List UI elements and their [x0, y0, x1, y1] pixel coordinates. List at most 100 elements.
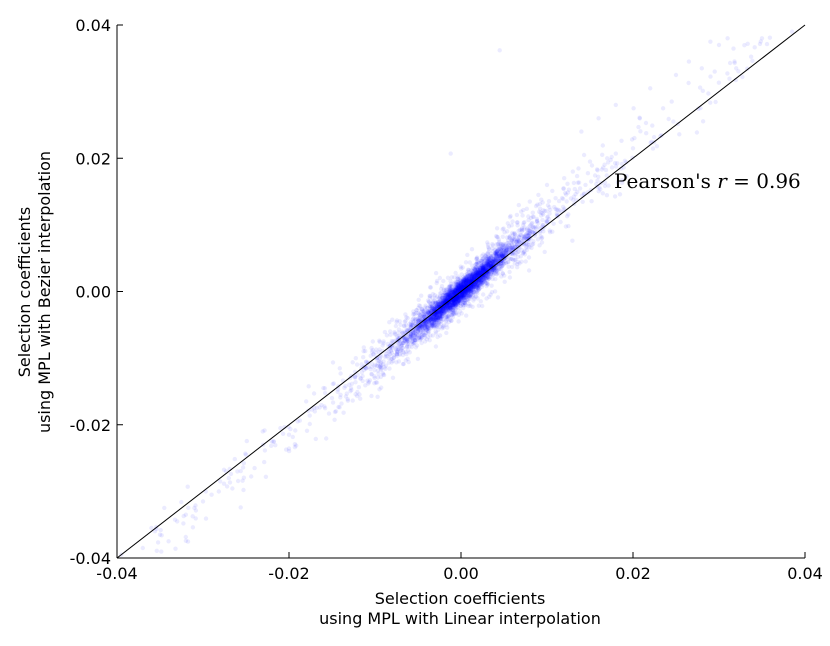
scatter-point [462, 280, 467, 285]
scatter-point [437, 299, 442, 305]
scatter-point [485, 262, 491, 267]
scatter-point [481, 256, 486, 261]
scatter-point [521, 234, 526, 240]
scatter-point [435, 304, 440, 309]
y-tick-label: -0.02 [70, 416, 111, 435]
scatter-point [562, 176, 567, 181]
scatter-point [550, 229, 555, 234]
scatter-point [435, 301, 441, 307]
scatter-point [431, 320, 437, 325]
scatter-point [224, 484, 230, 489]
scatter-point [484, 277, 490, 283]
scatter-point [448, 290, 454, 296]
scatter-point [456, 295, 462, 300]
scatter-point [461, 279, 466, 284]
scatter-point [519, 209, 524, 214]
scatter-point [490, 270, 495, 275]
scatter-point [461, 283, 467, 288]
scatter-point [453, 270, 458, 276]
scatter-point [440, 313, 445, 318]
scatter-point [426, 315, 431, 320]
scatter-point [474, 283, 480, 288]
scatter-point [441, 306, 446, 312]
scatter-point [524, 206, 529, 211]
scatter-point [166, 539, 171, 544]
scatter-point [459, 282, 464, 288]
scatter-point [462, 285, 468, 290]
scatter-point [501, 250, 506, 255]
scatter-point [420, 328, 426, 333]
scatter-point [452, 289, 457, 294]
scatter-point [468, 278, 474, 284]
scatter-point [465, 252, 470, 258]
scatter-point [473, 273, 478, 278]
scatter-point [415, 356, 421, 362]
scatter-point [481, 292, 486, 297]
scatter-point [414, 308, 419, 313]
scatter-point [190, 525, 196, 530]
scatter-point [449, 313, 454, 318]
scatter-point [458, 298, 463, 303]
scatter-point [482, 260, 487, 266]
scatter-point [455, 299, 460, 304]
scatter-point [432, 322, 438, 327]
scatter-point [467, 276, 473, 282]
scatter-point [409, 332, 414, 337]
scatter-point [482, 265, 487, 270]
scatter-point [429, 324, 435, 329]
scatter-point [406, 341, 412, 347]
scatter-point [442, 299, 447, 304]
scatter-point [353, 356, 358, 361]
scatter-point [450, 290, 455, 295]
scatter-point [326, 411, 332, 416]
scatter-point [457, 297, 463, 303]
scatter-point [479, 260, 484, 266]
scatter-point [490, 256, 496, 261]
scatter-point [457, 286, 463, 292]
scatter-point [752, 45, 757, 50]
scatter-point [461, 284, 466, 289]
scatter-point [459, 287, 465, 292]
scatter-point [427, 293, 432, 299]
scatter-point [465, 285, 470, 290]
scatter-point [471, 294, 476, 299]
scatter-point [452, 301, 457, 306]
scatter-point [332, 417, 337, 422]
scatter-point [449, 318, 454, 323]
scatter-point [504, 260, 509, 265]
scatter-point [459, 285, 464, 291]
scatter-point [464, 293, 469, 299]
scatter-point [477, 283, 482, 288]
scatter-point [489, 264, 494, 269]
scatter-point [455, 285, 460, 291]
scatter-point [464, 282, 470, 287]
scatter-point [380, 371, 386, 376]
scatter-point [512, 236, 517, 242]
scatter-point [440, 311, 445, 317]
scatter-points [119, 29, 795, 557]
scatter-point [483, 273, 488, 278]
scatter-point [449, 289, 454, 294]
scatter-point [462, 283, 467, 288]
scatter-point [445, 292, 450, 297]
scatter-point [510, 250, 515, 255]
scatter-point [490, 259, 495, 264]
scatter-point [353, 380, 358, 385]
scatter-point [454, 297, 459, 302]
scatter-point [465, 279, 470, 284]
scatter-point [413, 338, 418, 343]
scatter-point [464, 313, 469, 318]
scatter-point [479, 270, 484, 275]
scatter-point [654, 144, 660, 149]
scatter-point [464, 289, 469, 294]
scatter-point [489, 261, 495, 266]
scatter-point [442, 292, 447, 298]
scatter-point [446, 292, 451, 297]
scatter-point [448, 305, 453, 310]
scatter-point [700, 88, 705, 94]
scatter-point [460, 279, 466, 284]
scatter-point [464, 281, 470, 286]
scatter-point [435, 299, 441, 304]
scatter-point [514, 220, 520, 225]
scatter-point [432, 307, 437, 312]
